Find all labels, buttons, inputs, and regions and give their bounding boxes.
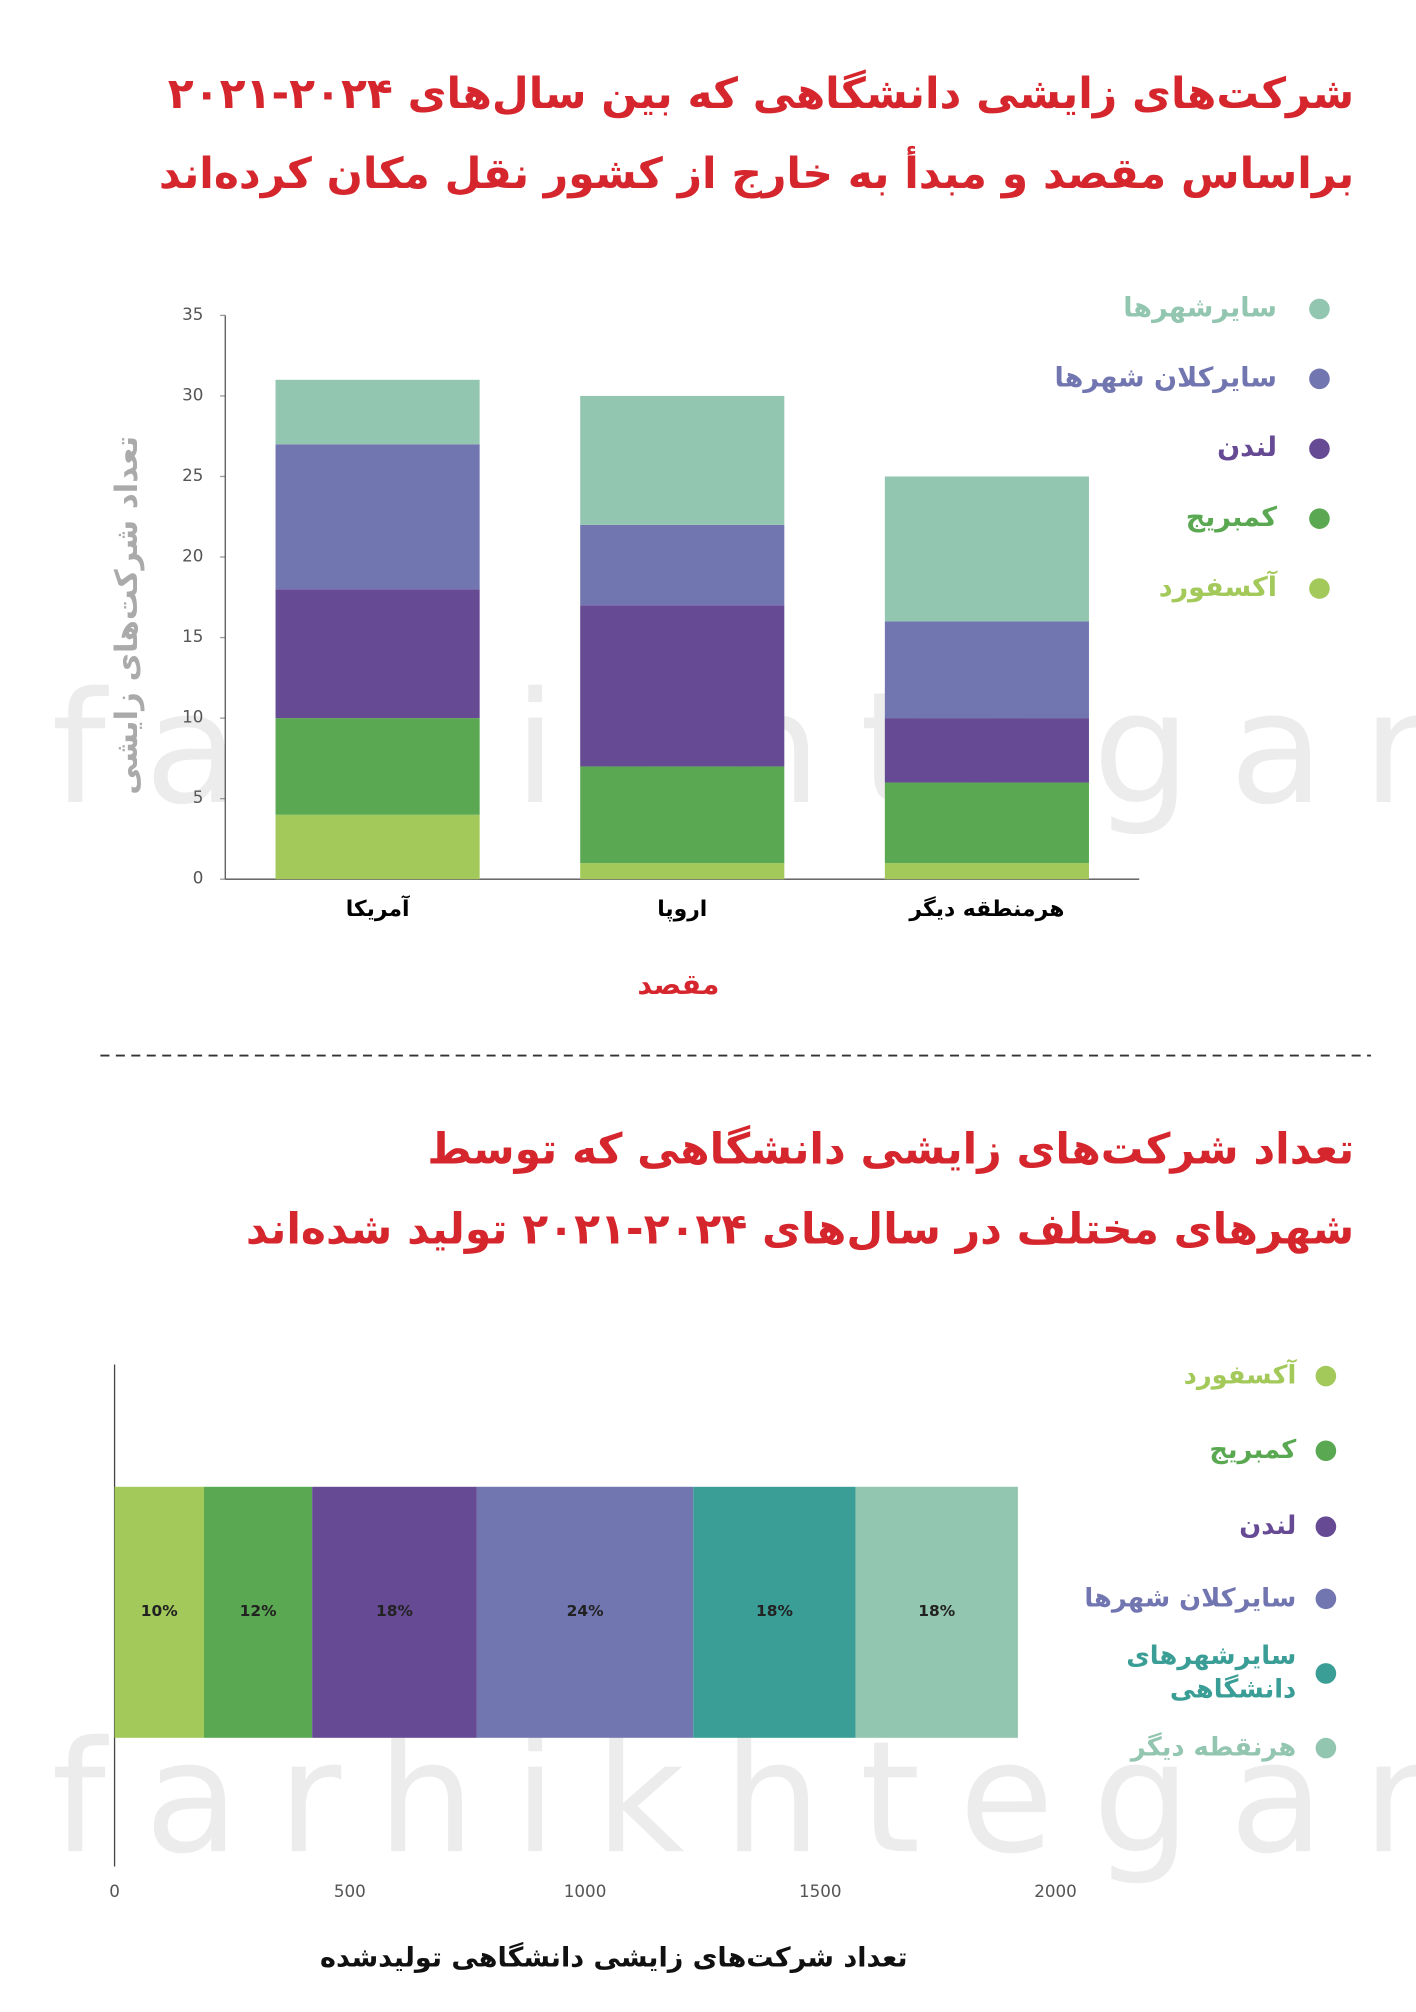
legend-label: آکسفورد — [1159, 570, 1278, 603]
x-tick-label: آمریکا — [346, 894, 410, 922]
bar-segment — [275, 589, 480, 719]
value-label: 18% — [756, 1602, 793, 1620]
legend-swatch — [1309, 368, 1330, 390]
x-tick-label: هرمنطقه دیگر — [908, 896, 1064, 922]
x-tick-label: 1000 — [564, 1881, 607, 1901]
bar-segment — [275, 814, 480, 880]
chart-title: تعداد شرکت‌های زایشی دانشگاهی که توسط — [427, 1125, 1354, 1175]
legend-swatch — [1309, 578, 1330, 599]
legend-label: آکسفورد — [1184, 1359, 1298, 1391]
legend-label: کمبریج — [1186, 502, 1278, 533]
bar-segment — [693, 1486, 856, 1738]
bar-segment — [884, 863, 1089, 880]
bar-segment — [884, 782, 1089, 864]
y-tick-label: 35 — [182, 304, 203, 324]
x-tick-label: 2000 — [1034, 1881, 1077, 1901]
legend-label: سایرشهرهای — [1126, 1641, 1296, 1671]
legend-label: کمبریج — [1209, 1435, 1296, 1465]
value-label: 18% — [918, 1602, 955, 1620]
bar-segment — [884, 718, 1089, 783]
legend-label: لندن — [1217, 432, 1277, 463]
legend-label: لندن — [1239, 1511, 1296, 1541]
x-tick-label: 1500 — [799, 1881, 842, 1901]
bar-segment — [580, 395, 785, 525]
bar-segment — [580, 863, 785, 880]
bar-segment — [275, 379, 480, 445]
y-tick-label: 30 — [182, 384, 203, 404]
watermark: farhikhtegan — [51, 1709, 1416, 1888]
bar-segment — [580, 605, 785, 767]
chart-title: شهرهای مختلف در سال‌های ۲۰۲۴-۲۰۲۱ تولید … — [246, 1205, 1354, 1254]
bar-segment — [855, 1486, 1018, 1738]
bar-segment — [275, 444, 480, 590]
y-tick-label: 25 — [182, 465, 203, 485]
legend-swatch — [1315, 1365, 1337, 1387]
x-tick-label: 500 — [334, 1881, 366, 1901]
bar-segment — [275, 718, 480, 815]
value-label: 10% — [141, 1602, 178, 1620]
legend-swatch — [1309, 298, 1330, 320]
bar-segment — [580, 766, 785, 864]
chart-title: شرکت‌های زایشی دانشگاهی که بین سال‌های ۲… — [168, 69, 1354, 119]
bar-segment — [476, 1486, 694, 1738]
x-axis-label: تعداد شرکت‌های زایشی دانشگاهی تولیدشده — [320, 1942, 907, 1974]
bar-segment — [884, 621, 1089, 719]
legend-label: هرنقطه دیگر — [1129, 1732, 1297, 1763]
legend-label: سایرکلان شهرها — [1084, 1583, 1296, 1613]
x-tick-label: اروپا — [657, 897, 707, 922]
value-label: 12% — [240, 1602, 277, 1620]
legend-swatch — [1309, 508, 1330, 529]
value-label: 24% — [567, 1602, 604, 1620]
value-label: 18% — [376, 1602, 413, 1620]
chart-title: براساس مقصد و مبدأ به خارج از کشور نقل م… — [159, 146, 1354, 199]
y-axis-label: تعداد شرکت‌های زایشی — [109, 436, 145, 795]
legend-swatch — [1315, 1663, 1337, 1684]
legend-swatch — [1315, 1516, 1337, 1537]
bar-segment — [580, 524, 785, 606]
y-tick-label: 15 — [182, 626, 203, 646]
legend-label: سایرکلان شهرها — [1055, 362, 1277, 393]
legend-swatch — [1315, 1588, 1337, 1610]
y-tick-label: 10 — [182, 707, 203, 727]
legend-swatch — [1309, 438, 1330, 460]
legend-label: دانشگاهی — [1170, 1674, 1296, 1705]
legend-label: سایرشهرها — [1123, 292, 1277, 323]
y-tick-label: 5 — [193, 787, 204, 807]
bar-segment — [203, 1486, 313, 1738]
legend-swatch — [1315, 1440, 1337, 1462]
x-axis-label: مقصد — [637, 968, 719, 1001]
bar-segment — [312, 1486, 477, 1738]
y-tick-label: 20 — [182, 546, 203, 566]
legend-swatch — [1315, 1737, 1337, 1759]
bar-segment — [884, 476, 1089, 622]
bar-segment — [114, 1486, 204, 1738]
x-tick-label: 0 — [109, 1881, 120, 1901]
y-tick-label: 0 — [193, 868, 204, 888]
